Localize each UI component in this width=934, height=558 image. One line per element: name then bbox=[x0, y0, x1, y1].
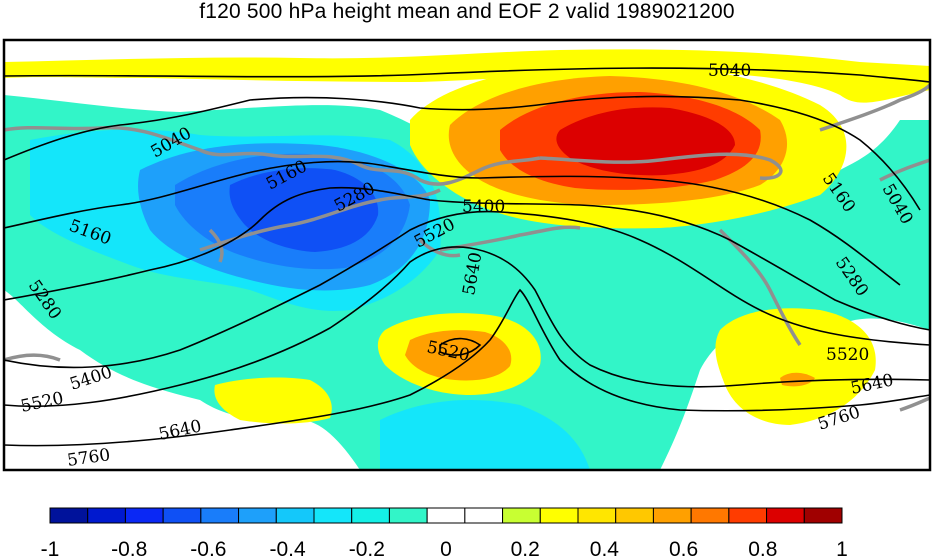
map-frame bbox=[2, 38, 932, 472]
eof-shading-top-yellow bbox=[4, 49, 930, 103]
eof-shading-pos-darkred bbox=[556, 107, 735, 176]
colorbar-swatch bbox=[162, 507, 202, 524]
colorbar-swatch bbox=[87, 507, 126, 524]
contour-label: 5400 bbox=[462, 197, 505, 217]
colorbar-swatch bbox=[766, 507, 805, 524]
colorbar-swatch bbox=[238, 507, 277, 524]
colorbar-tick-labels: -1 -0.8 -0.6 -0.4 -0.2 0 0.2 0.4 0.6 0.8 1 bbox=[41, 538, 848, 558]
chart-title: f120 500 hPa height mean and EOF 2 valid… bbox=[199, 0, 735, 23]
colorbar-swatch bbox=[803, 507, 843, 524]
colorbar-tick-label: -1 bbox=[41, 538, 60, 558]
colorbar-tick-label: 0.6 bbox=[669, 538, 698, 558]
colorbar-swatch bbox=[690, 507, 730, 524]
colorbar-tick-label: 1 bbox=[836, 538, 848, 558]
eof-shading-right-orange bbox=[780, 372, 815, 387]
colorbar-swatch bbox=[49, 507, 89, 524]
eof-shading-left-yellow bbox=[214, 377, 332, 424]
colorbar-tick-label: -0.2 bbox=[349, 538, 385, 558]
colorbar-swatch bbox=[388, 507, 428, 524]
colorbar-swatch bbox=[728, 507, 768, 524]
colorbar-tick-label: 0 bbox=[440, 538, 452, 558]
height-contours bbox=[4, 67, 930, 447]
colorbar-swatch bbox=[577, 507, 617, 524]
colorbar-swatch bbox=[615, 507, 654, 524]
colorbar-tick-label: -0.8 bbox=[111, 538, 147, 558]
colorbar-swatch bbox=[200, 507, 240, 524]
colorbar-swatch bbox=[351, 507, 390, 524]
colorbar-swatch bbox=[426, 507, 466, 524]
contour-label: 5520 bbox=[826, 345, 869, 365]
colorbar-swatch bbox=[313, 507, 353, 524]
eof-shading-right-yellow bbox=[715, 308, 876, 425]
colorbar bbox=[49, 507, 843, 524]
colorbar-tick-label: 0.8 bbox=[748, 538, 777, 558]
colorbar-tick-label: -0.4 bbox=[270, 538, 307, 558]
colorbar-tick-label: 0.2 bbox=[511, 538, 540, 558]
colorbar-tick-label: 0.4 bbox=[590, 538, 620, 558]
contour-label: 5040 bbox=[708, 61, 751, 81]
colorbar-swatch bbox=[502, 507, 541, 524]
colorbar-swatch bbox=[652, 507, 692, 524]
colorbar-swatch bbox=[124, 507, 164, 524]
colorbar-swatch bbox=[275, 507, 315, 524]
colorbar-tick-label: -0.6 bbox=[190, 538, 226, 558]
eof-shading-bottom-lightblue bbox=[380, 400, 590, 470]
colorbar-swatch bbox=[539, 507, 579, 524]
colorbar-swatch bbox=[464, 507, 504, 524]
